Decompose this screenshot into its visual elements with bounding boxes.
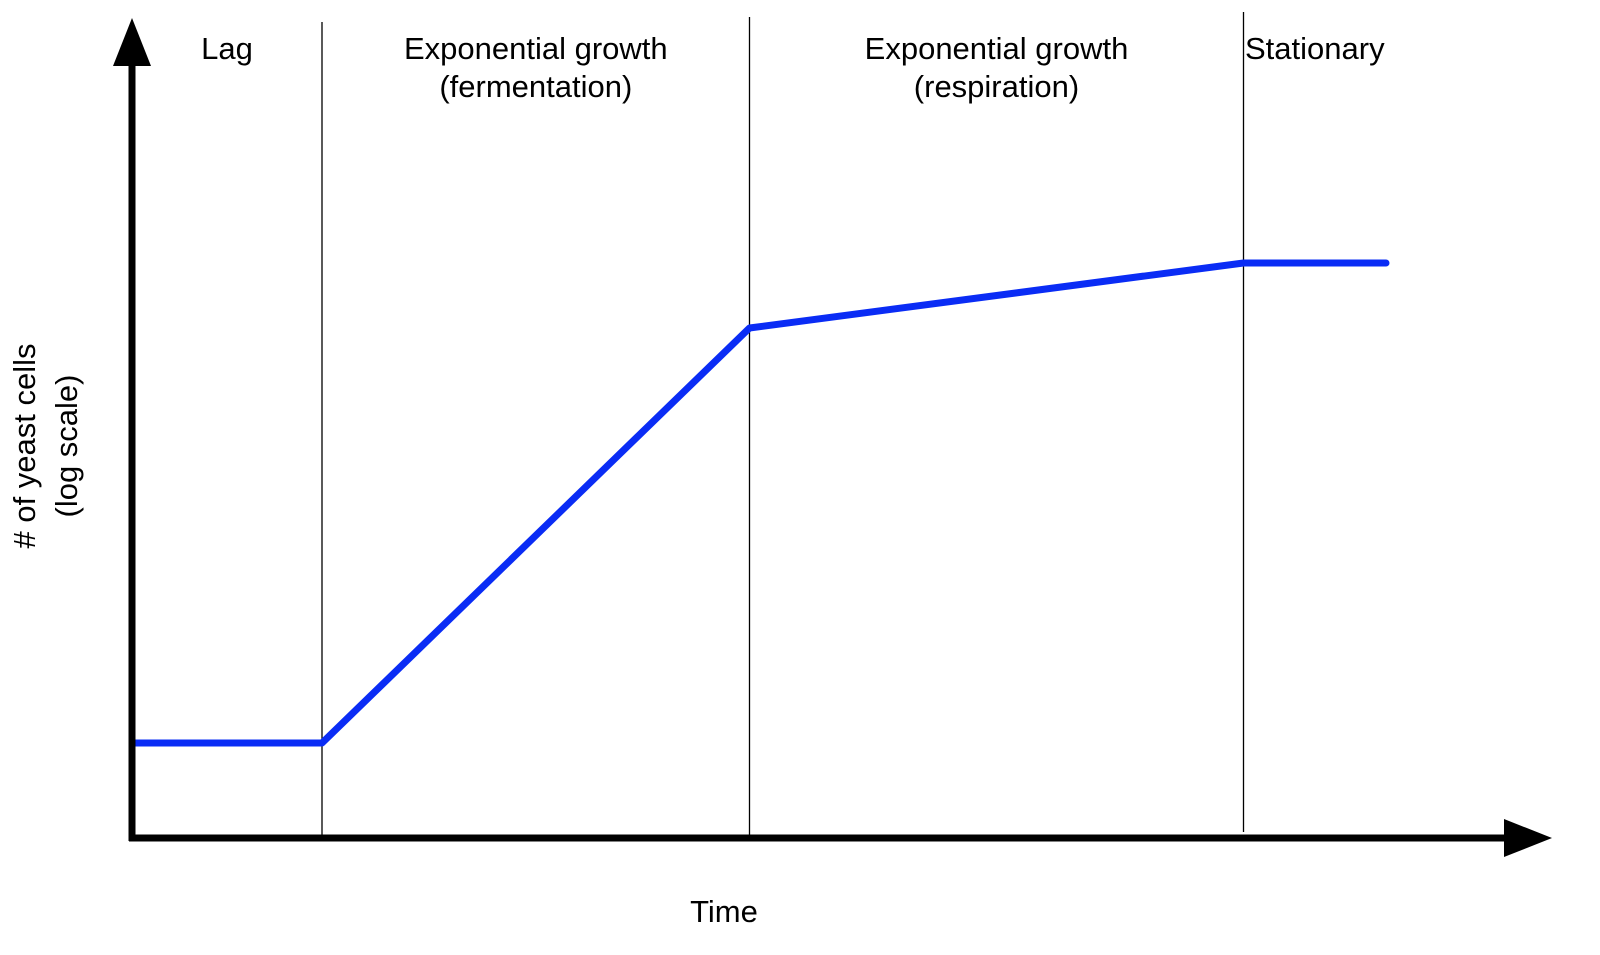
x-axis-arrow-icon bbox=[1504, 819, 1552, 857]
series-layer bbox=[128, 259, 1390, 747]
phase-label: Exponential growth (fermentation) bbox=[404, 31, 668, 104]
phase-label: Stationary bbox=[1245, 31, 1385, 66]
phase-labels: Lag Exponential growth (fermentation)Expon… bbox=[201, 31, 1385, 104]
axes bbox=[113, 18, 1552, 857]
y-axis-label: # of yeast cells (log scale) bbox=[7, 343, 84, 548]
phase-label: Exponential growth (respiration) bbox=[865, 31, 1129, 104]
phase-label-line: Exponential growth bbox=[404, 31, 668, 66]
phase-label-line: Stationary bbox=[1245, 31, 1385, 66]
phase-label-line: (respiration) bbox=[914, 69, 1079, 104]
y-axis-arrow-icon bbox=[113, 18, 151, 66]
growth-curve-line bbox=[128, 259, 1390, 747]
phase-label: Lag bbox=[201, 31, 253, 66]
phase-label-line: (fermentation) bbox=[439, 69, 632, 104]
phase-label-line: Lag bbox=[201, 31, 253, 66]
y-axis-label-line: # of yeast cells bbox=[7, 343, 42, 548]
phase-label-line: Exponential growth bbox=[865, 31, 1129, 66]
x-axis-label: Time bbox=[690, 894, 758, 929]
phase-boundaries bbox=[321, 12, 1245, 838]
y-axis-label-line: (log scale) bbox=[49, 375, 84, 518]
